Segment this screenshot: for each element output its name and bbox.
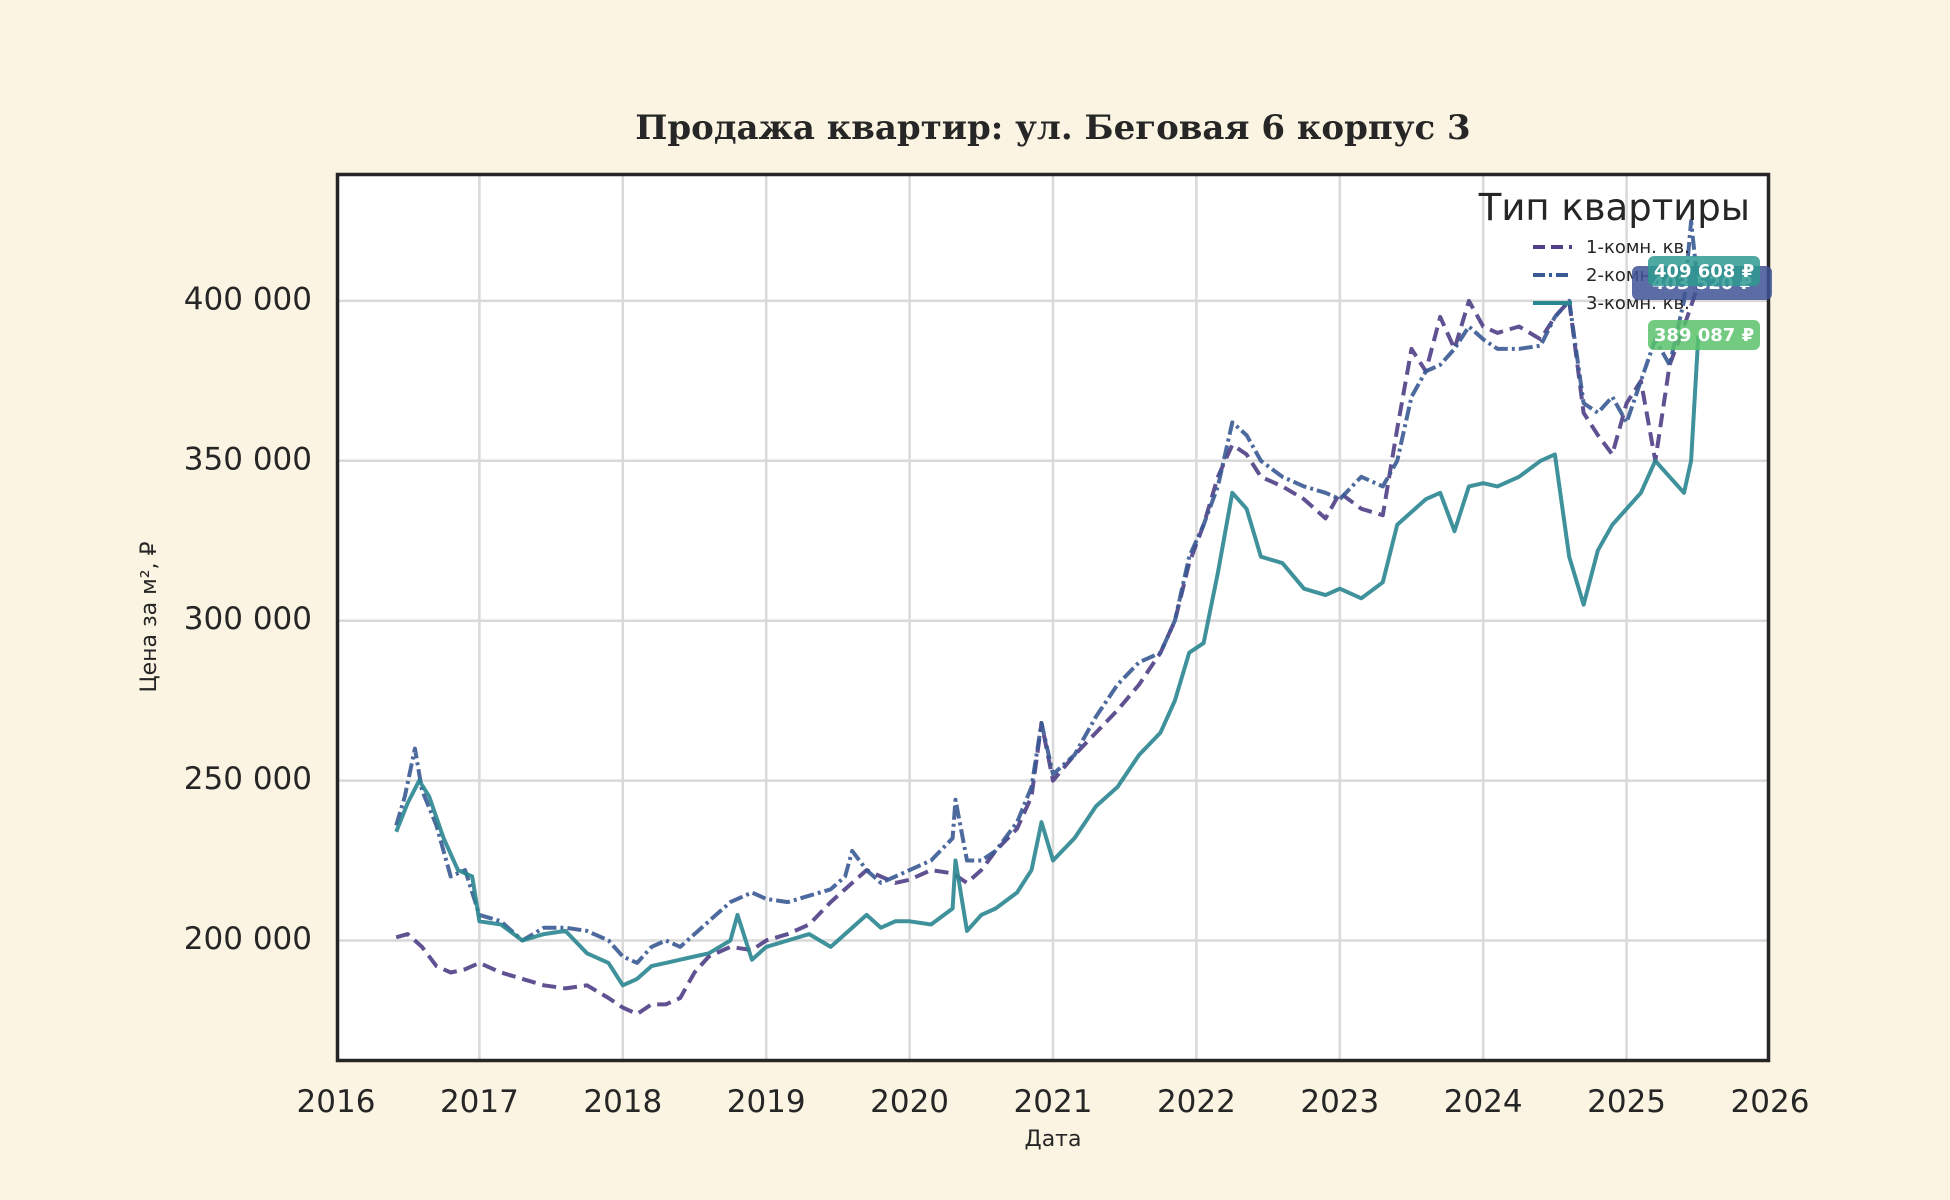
grid-lines xyxy=(336,173,1770,1062)
x-axis-label: Дата xyxy=(1025,1127,1082,1152)
x-tick-label: 2026 xyxy=(1731,1084,1810,1120)
x-axis-ticks: 2016 2017 2018 2019 2020 2021 2022 2023 2024 2025… xyxy=(297,1084,1810,1120)
x-tick-label: 2020 xyxy=(870,1084,949,1120)
x-tick-label: 2025 xyxy=(1587,1084,1666,1120)
series-line-3 xyxy=(394,335,1701,988)
x-tick-label: 2019 xyxy=(727,1084,806,1120)
x-tick-label: 2024 xyxy=(1444,1084,1523,1120)
chart-title: Продажа квартир: ул. Беговая 6 корпус 3 xyxy=(635,108,1471,148)
value-badge xyxy=(1648,256,1760,286)
y-tick-label: 400 000 xyxy=(184,281,312,317)
end-value-annotations: 403 520 ₽409 608 ₽389 087 ₽ xyxy=(1632,256,1772,350)
value-badge-text: 409 608 ₽ xyxy=(1654,261,1754,282)
legend-label-1: 1-комн. кв. xyxy=(1586,237,1690,258)
x-tick-label: 2017 xyxy=(440,1084,519,1120)
plot-frame xyxy=(335,172,1771,1063)
value-badge xyxy=(1648,320,1760,350)
legend-title: Тип квартиры xyxy=(1478,186,1750,229)
x-tick-label: 2022 xyxy=(1157,1084,1236,1120)
series-line-2 xyxy=(394,219,1701,965)
y-axis-ticks: 200 000 250 000 300 000 350 000 400 000 xyxy=(184,281,312,957)
x-tick-label: 2021 xyxy=(1014,1084,1093,1120)
y-axis-label: Цена за м², ₽ xyxy=(137,541,162,692)
series-line-1 xyxy=(395,284,1701,1016)
series-lines xyxy=(394,219,1701,1016)
x-tick-label: 2018 xyxy=(583,1084,662,1120)
y-tick-label: 200 000 xyxy=(184,921,312,957)
y-tick-label: 350 000 xyxy=(184,441,312,477)
value-badge-text: 389 087 ₽ xyxy=(1654,325,1754,346)
x-tick-label: 2016 xyxy=(297,1084,376,1120)
y-tick-label: 250 000 xyxy=(184,761,312,797)
y-tick-label: 300 000 xyxy=(184,601,312,637)
x-tick-label: 2023 xyxy=(1300,1084,1379,1120)
